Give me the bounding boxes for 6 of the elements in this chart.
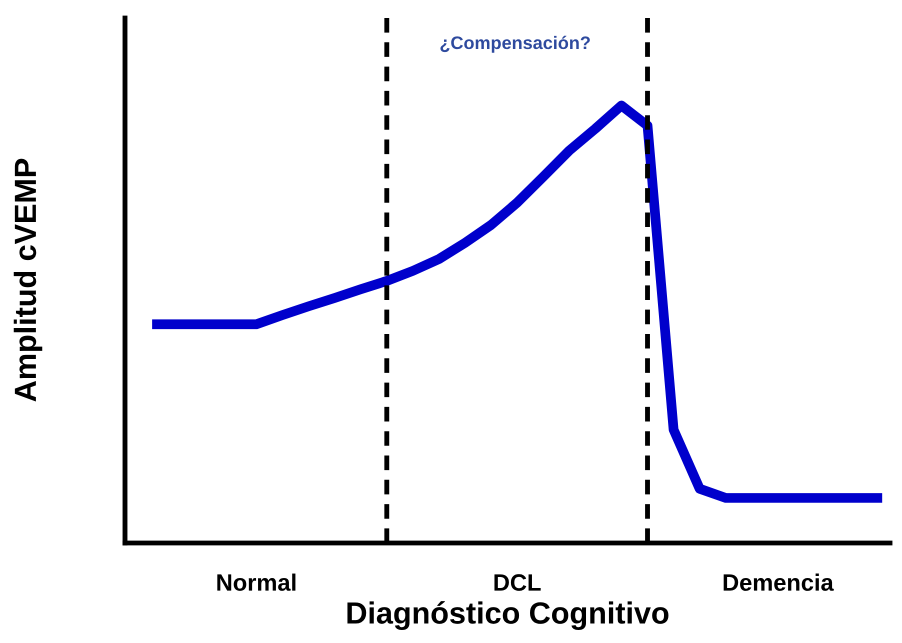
x-tick-label: DCL [494, 574, 541, 591]
x-tick-label: Demencia [724, 574, 834, 591]
x-axis-title: Diagnóstico Cognitivo [347, 601, 668, 630]
text: ¿Compensación? [440, 36, 590, 53]
x-tick-label: Normal [217, 574, 296, 591]
y-axis-title: Amplitud cVEMP [14, 158, 42, 402]
